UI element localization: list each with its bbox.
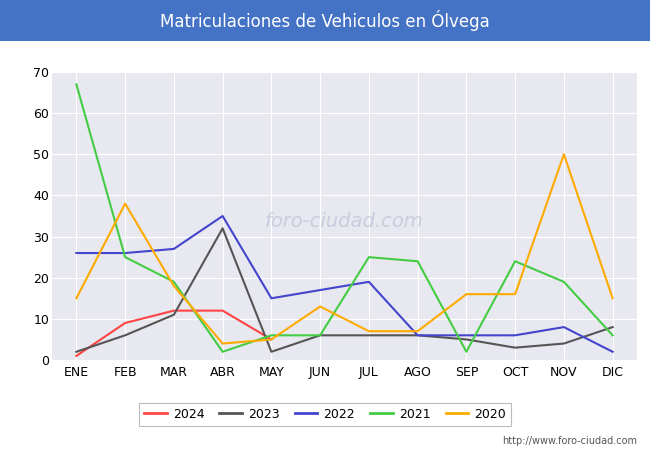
Text: http://www.foro-ciudad.com: http://www.foro-ciudad.com — [502, 436, 637, 446]
Legend: 2024, 2023, 2022, 2021, 2020: 2024, 2023, 2022, 2021, 2020 — [139, 403, 511, 426]
Text: Matriculaciones de Vehiculos en Ólvega: Matriculaciones de Vehiculos en Ólvega — [160, 10, 490, 31]
Text: foro-ciudad.com: foro-ciudad.com — [265, 212, 424, 231]
